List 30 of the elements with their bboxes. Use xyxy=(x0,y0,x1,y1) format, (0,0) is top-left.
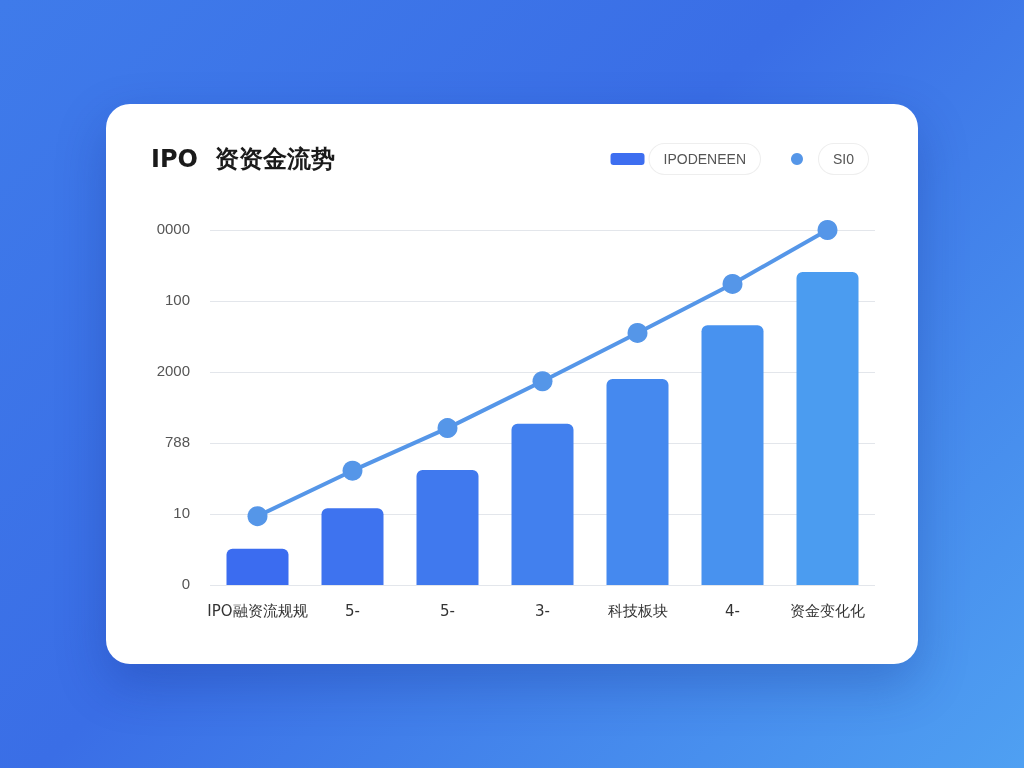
text: 0 xyxy=(181,575,190,592)
bar xyxy=(796,271,859,585)
x-tick-label: 科技板块 xyxy=(607,601,668,620)
bar xyxy=(321,508,384,585)
x-tick-label: 5- xyxy=(345,601,360,620)
point xyxy=(627,322,648,343)
x-tick-label: 4- xyxy=(725,601,740,620)
point xyxy=(247,506,268,527)
x-tick-label: 资金变化化 xyxy=(790,601,865,620)
text: 100 xyxy=(164,291,190,308)
text: 788 xyxy=(164,433,190,450)
legend-label: SI0 xyxy=(832,151,855,167)
text: 0000 xyxy=(156,220,190,237)
text: 10 xyxy=(173,504,190,521)
point xyxy=(342,460,363,481)
point xyxy=(817,220,838,240)
x-tick-label: 5- xyxy=(440,601,455,620)
bar xyxy=(701,325,764,585)
x-tick-label: 3- xyxy=(535,601,550,620)
bar xyxy=(606,379,669,585)
point xyxy=(722,273,743,294)
bar xyxy=(416,469,479,585)
text: 2000 xyxy=(156,362,190,379)
legend-label: IPODENEEN xyxy=(663,151,746,167)
x-tick-label: IPO融资流规规 xyxy=(207,601,308,620)
chart-title: IPO 资资金流势 xyxy=(151,145,335,173)
bar xyxy=(226,548,289,585)
point xyxy=(437,418,458,439)
point xyxy=(532,371,553,392)
bar xyxy=(511,423,574,585)
